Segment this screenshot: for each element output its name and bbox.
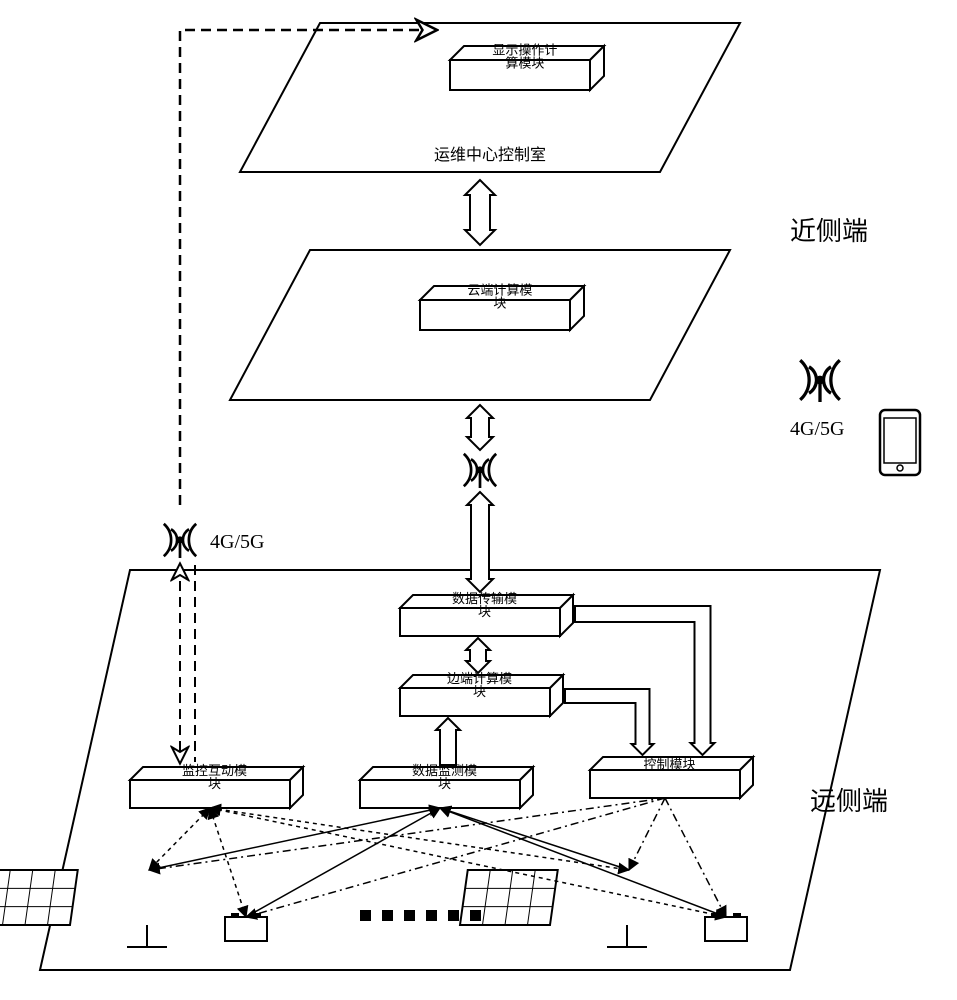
caption-control-room: 运维中心控制室 <box>434 146 546 164</box>
block-control: 控制模块 <box>590 757 753 798</box>
block-data-monitor: 数据监测模块 <box>360 763 533 808</box>
label-near-side: 近侧端 <box>790 217 868 246</box>
svg-text:算模块: 算模块 <box>505 55 544 70</box>
block-monitor-interact: 监控互动模块 <box>130 763 303 808</box>
block-cloud-compute: 云端计算模块 <box>420 282 584 330</box>
block-data-transmit: 数据传输模块 <box>400 591 573 636</box>
label-4g5g: 4G/5G <box>210 531 264 553</box>
svg-text:控制模块: 控制模块 <box>644 757 696 772</box>
label-far-side: 远侧端 <box>810 787 888 816</box>
block-display-op: 显示操作计算模块 <box>450 42 604 90</box>
wireless-icon <box>800 360 840 402</box>
label-4g5g: 4G/5G <box>790 418 844 440</box>
block-edge-compute: 边端计算模块 <box>400 671 563 716</box>
phone-icon <box>880 410 920 475</box>
svg-text:块: 块 <box>478 604 491 619</box>
svg-text:块: 块 <box>473 684 486 699</box>
svg-text:块: 块 <box>438 776 451 791</box>
svg-text:块: 块 <box>208 776 221 791</box>
wireless-icon <box>464 454 496 488</box>
svg-text:块: 块 <box>493 295 506 310</box>
wireless-icon <box>164 524 196 558</box>
